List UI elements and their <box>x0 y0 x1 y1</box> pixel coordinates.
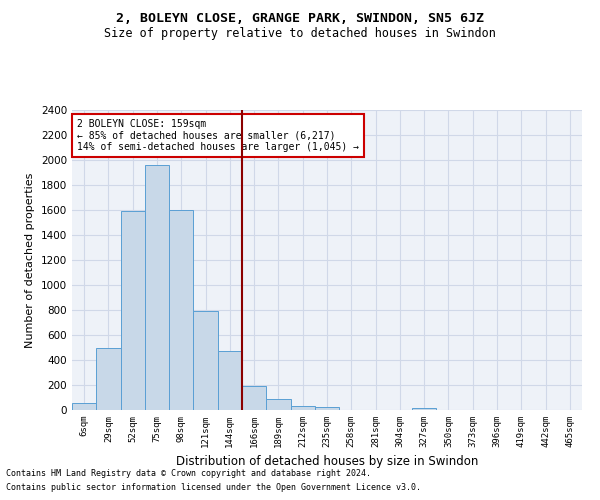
Bar <box>290 406 315 410</box>
Bar <box>315 407 339 410</box>
Text: Size of property relative to detached houses in Swindon: Size of property relative to detached ho… <box>104 28 496 40</box>
Bar <box>412 408 436 410</box>
Text: Contains public sector information licensed under the Open Government Licence v3: Contains public sector information licen… <box>6 484 421 492</box>
Bar <box>218 351 242 410</box>
Bar <box>121 211 145 410</box>
Y-axis label: Number of detached properties: Number of detached properties <box>25 172 35 348</box>
Text: Contains HM Land Registry data © Crown copyright and database right 2024.: Contains HM Land Registry data © Crown c… <box>6 468 371 477</box>
Text: 2 BOLEYN CLOSE: 159sqm
← 85% of detached houses are smaller (6,217)
14% of semi-: 2 BOLEYN CLOSE: 159sqm ← 85% of detached… <box>77 119 359 152</box>
Bar <box>72 402 96 410</box>
Text: 2, BOLEYN CLOSE, GRANGE PARK, SWINDON, SN5 6JZ: 2, BOLEYN CLOSE, GRANGE PARK, SWINDON, S… <box>116 12 484 26</box>
Bar <box>169 210 193 410</box>
Bar <box>96 348 121 410</box>
Bar <box>145 165 169 410</box>
X-axis label: Distribution of detached houses by size in Swindon: Distribution of detached houses by size … <box>176 456 478 468</box>
Bar <box>242 386 266 410</box>
Bar <box>193 311 218 410</box>
Bar <box>266 399 290 410</box>
